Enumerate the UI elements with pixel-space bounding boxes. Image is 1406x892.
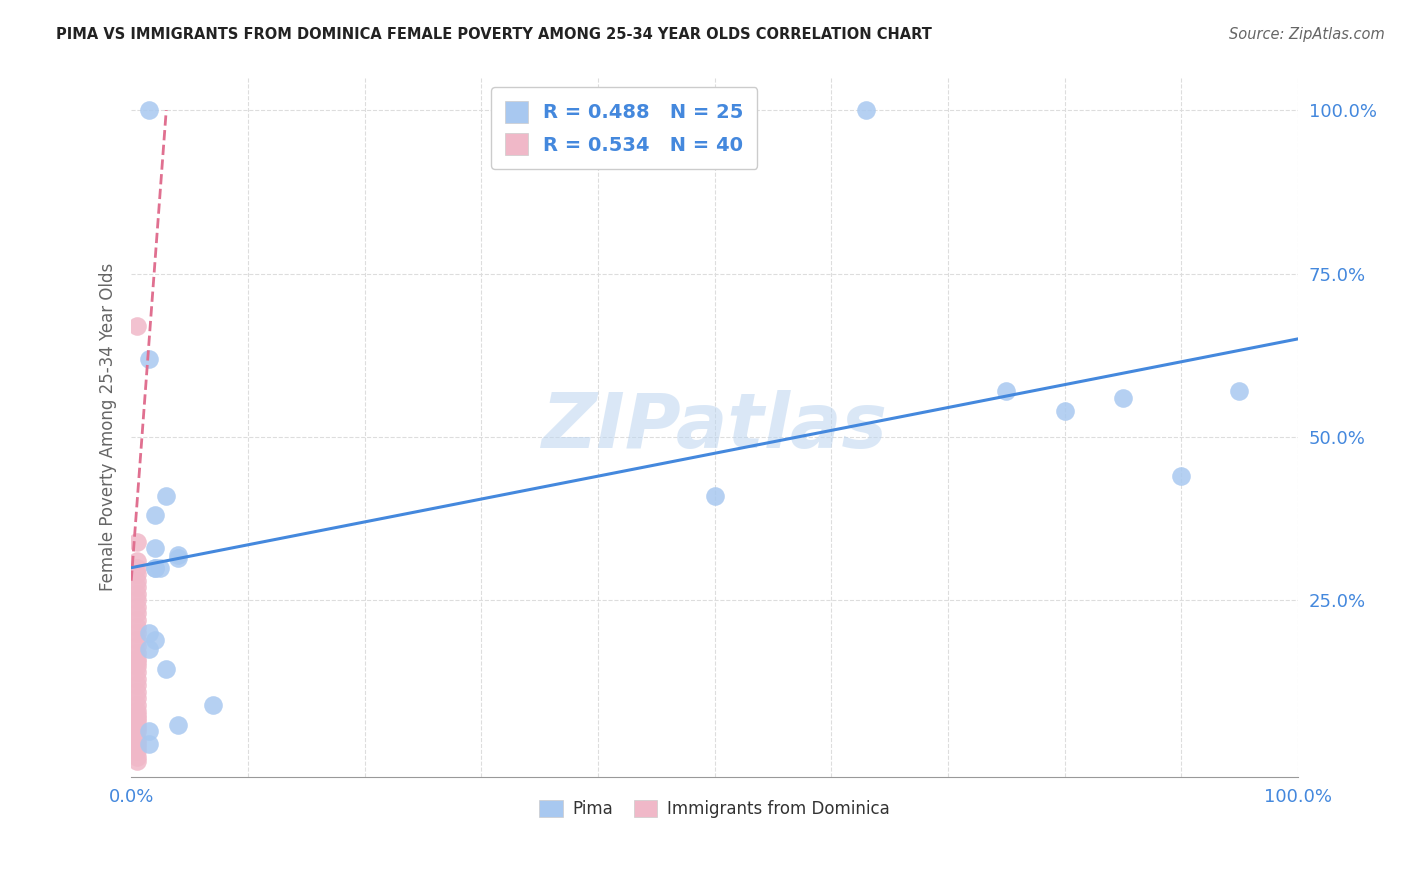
Point (125, 665, 148, 680)
Point (125, 740, 148, 755)
Point (125, 731, 148, 745)
Point (125, 560, 148, 574)
Point (125, 678, 148, 692)
Point (143, 541, 166, 555)
Y-axis label: Female Poverty Among 25-34 Year Olds: Female Poverty Among 25-34 Year Olds (100, 263, 117, 591)
Point (138, 103, 160, 117)
Point (125, 721, 148, 735)
Point (143, 632, 166, 647)
Point (125, 714, 148, 729)
Point (125, 574, 148, 588)
Text: Source: ZipAtlas.com: Source: ZipAtlas.com (1229, 27, 1385, 42)
Point (125, 750, 148, 764)
Point (125, 717, 148, 731)
Point (125, 691, 148, 706)
Point (125, 567, 148, 582)
Point (125, 593, 148, 607)
Point (125, 705, 148, 719)
Point (125, 672, 148, 686)
Point (125, 613, 148, 627)
Point (125, 737, 148, 751)
Point (167, 550, 190, 565)
Point (1229, 384, 1251, 399)
Point (125, 656, 148, 670)
Point (138, 724, 160, 739)
Point (125, 619, 148, 633)
Point (125, 698, 148, 712)
Point (201, 698, 224, 712)
Point (125, 724, 148, 739)
Point (125, 587, 148, 601)
Point (125, 626, 148, 640)
Point (1053, 404, 1076, 418)
Point (125, 580, 148, 594)
Point (155, 662, 177, 676)
Point (995, 384, 1018, 399)
Point (125, 554, 148, 568)
Point (149, 560, 172, 574)
Point (167, 548, 190, 562)
Point (125, 534, 148, 549)
Point (125, 632, 148, 647)
Point (138, 642, 160, 657)
Text: PIMA VS IMMIGRANTS FROM DOMINICA FEMALE POVERTY AMONG 25-34 YEAR OLDS CORRELATIO: PIMA VS IMMIGRANTS FROM DOMINICA FEMALE … (56, 27, 932, 42)
Point (143, 560, 166, 574)
Text: ZIPatlas: ZIPatlas (541, 390, 887, 464)
Point (125, 599, 148, 614)
Point (155, 489, 177, 503)
Point (125, 639, 148, 653)
Point (138, 351, 160, 366)
Point (125, 754, 148, 768)
Point (703, 489, 725, 503)
Point (125, 734, 148, 748)
Point (855, 103, 877, 117)
Point (143, 508, 166, 523)
Point (125, 607, 148, 621)
Point (125, 707, 148, 722)
Point (138, 737, 160, 751)
Point (125, 685, 148, 699)
Point (167, 717, 190, 731)
Point (125, 646, 148, 660)
Point (125, 658, 148, 673)
Point (1112, 391, 1135, 405)
Point (125, 652, 148, 666)
Point (125, 744, 148, 758)
Point (1170, 469, 1192, 483)
Point (143, 560, 166, 574)
Point (138, 626, 160, 640)
Point (125, 711, 148, 725)
Point (125, 318, 148, 333)
Legend: Pima, Immigrants from Dominica: Pima, Immigrants from Dominica (533, 793, 896, 824)
